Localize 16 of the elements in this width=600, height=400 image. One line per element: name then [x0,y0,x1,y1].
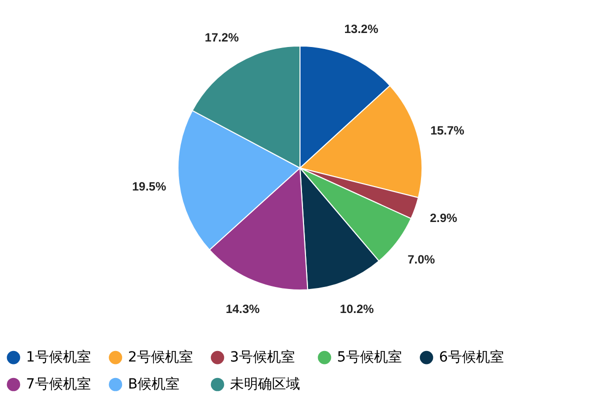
data-label: 17.2% [204,30,240,45]
legend-label: 7号候机室 [26,376,91,392]
legend-label: 2号候机室 [128,350,193,366]
data-label: 19.5% [132,180,166,194]
legend-label: 未明确区域 [230,376,300,392]
legend-label: B候机室 [128,376,180,392]
data-label: 14.3% [226,302,260,316]
data-label: 7.0% [408,252,436,267]
data-label: 2.9% [430,211,458,226]
legend-label: 5号候机室 [337,350,402,366]
data-label: 13.2% [344,22,379,36]
data-label: 15.7% [430,124,465,138]
data-label: 10.2% [340,302,374,316]
legend-label: 3号候机室 [230,350,295,366]
legend-label: 6号候机室 [439,350,504,366]
legend-label: 1号候机室 [26,350,91,366]
